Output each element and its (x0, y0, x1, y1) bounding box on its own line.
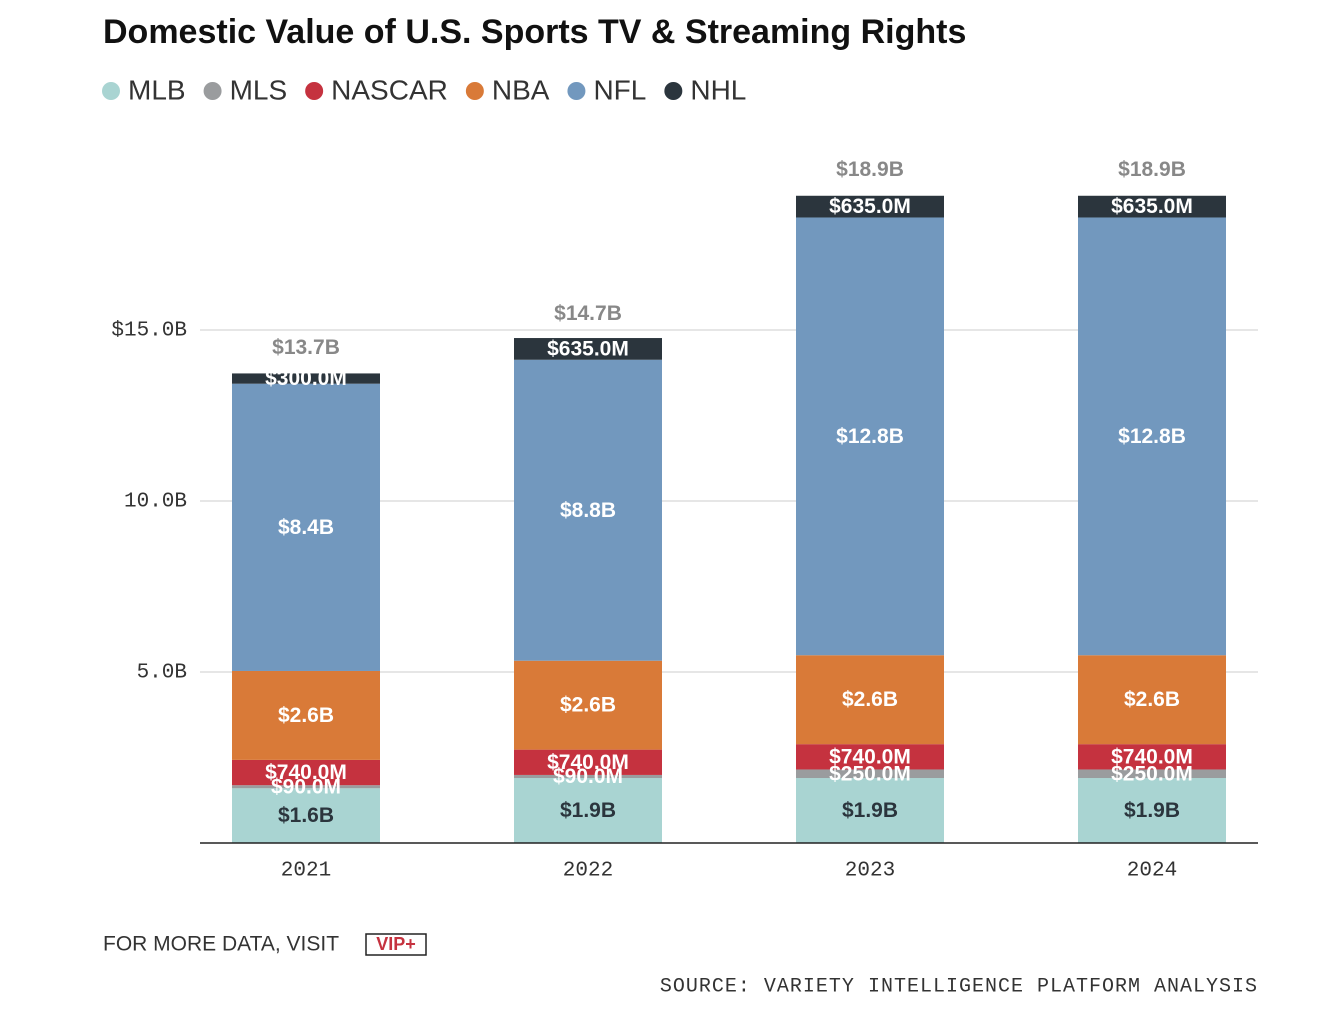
bar-segment (1078, 217, 1226, 656)
bar-segment (514, 359, 662, 661)
bar-segment (514, 778, 662, 843)
legend-swatch (567, 82, 586, 100)
legend-label: NBA (492, 74, 550, 105)
bar-segment (232, 373, 380, 384)
bar-segment (796, 769, 944, 779)
total-label: $14.7B (554, 302, 622, 325)
bar-segment (1078, 655, 1226, 745)
legend-label: NFL (593, 74, 646, 105)
bar-segment (796, 655, 944, 745)
value-label: $1.9B (560, 799, 616, 822)
value-label: $300.0M (265, 367, 347, 390)
source: SOURCE: VARIETY INTELLIGENCE PLATFORM AN… (660, 975, 1258, 998)
bar-segment (232, 788, 380, 843)
value-label: $2.6B (278, 704, 334, 727)
note: FOR MORE DATA, VISIT (103, 933, 339, 956)
value-label: $635.0M (829, 195, 911, 218)
value-label: $250.0M (1111, 762, 1193, 785)
legend-swatch (102, 82, 120, 100)
bar-segment (796, 778, 944, 843)
bar-segment (232, 383, 380, 671)
value-label: $250.0M (829, 762, 911, 785)
value-label: $8.8B (560, 499, 616, 522)
value-label: $740.0M (1111, 745, 1193, 768)
bar-segment (514, 774, 662, 779)
bar-segment (514, 338, 662, 360)
value-label: $635.0M (1111, 195, 1193, 218)
bar-segment (1078, 769, 1226, 779)
y-tick-label: 10.0B (124, 491, 187, 514)
bar-segment (1078, 744, 1226, 770)
total-label: $13.7B (272, 336, 340, 359)
value-label: $2.6B (842, 688, 898, 711)
value-label: $8.4B (278, 516, 334, 539)
legend-label: MLS (230, 74, 288, 105)
x-tick-label: 2022 (563, 860, 613, 883)
bar-segment (232, 759, 380, 786)
bar-segment (796, 217, 944, 656)
bar-segment (1078, 778, 1226, 843)
value-label: $2.6B (560, 694, 616, 717)
y-tick-label: $15.0B (111, 320, 187, 343)
value-label: $1.6B (278, 804, 334, 827)
x-tick-label: 2024 (1127, 860, 1177, 883)
bar-segment (796, 195, 944, 218)
bar-segment (232, 785, 380, 789)
total-label: $18.9B (836, 158, 904, 181)
value-label: $2.6B (1124, 688, 1180, 711)
legend-swatch (203, 82, 222, 100)
legend-label: NASCAR (331, 74, 448, 105)
x-tick-label: 2021 (281, 860, 331, 883)
badge: VIP+ (376, 934, 416, 954)
value-label: $740.0M (265, 761, 347, 784)
legend-swatch (305, 82, 324, 100)
value-label: $740.0M (829, 745, 911, 768)
bar-segment (796, 744, 944, 770)
y-tick-label: 5.0B (137, 662, 187, 685)
total-label: $18.9B (1118, 158, 1186, 181)
x-tick-label: 2023 (845, 860, 895, 883)
legend-label: NHL (690, 74, 746, 105)
value-label: $740.0M (547, 751, 629, 774)
value-label: $1.9B (1124, 799, 1180, 822)
value-label: $12.8B (1118, 425, 1186, 448)
legend-swatch (465, 82, 484, 100)
legend-swatch (664, 82, 683, 100)
bar-segment (1078, 195, 1226, 218)
bar-segment (514, 660, 662, 750)
badge-box (365, 933, 427, 956)
legend-label: MLB (128, 74, 186, 105)
chart-title: Domestic Value of U.S. Sports TV & Strea… (103, 13, 966, 51)
bar-segment (514, 749, 662, 775)
value-label: $12.8B (836, 425, 904, 448)
value-label: $635.0M (547, 337, 629, 360)
value-label: $1.9B (842, 799, 898, 822)
value-label: $90.0M (553, 765, 623, 788)
bar-segment (232, 670, 380, 760)
value-label: $90.0M (271, 775, 341, 798)
